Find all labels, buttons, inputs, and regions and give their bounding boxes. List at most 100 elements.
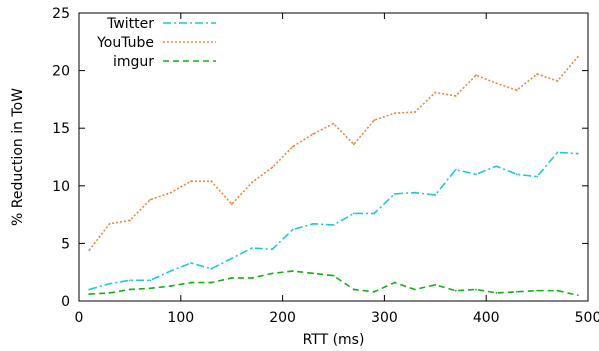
data-point-twitter xyxy=(108,282,111,285)
data-point-twitter xyxy=(149,279,152,282)
legend: Twitter YouTube imgur xyxy=(96,16,216,70)
data-point-youtube xyxy=(352,143,355,146)
y-tick-label: 0 xyxy=(61,294,70,310)
data-point-imgur xyxy=(414,288,416,291)
y-tick-label: 5 xyxy=(61,236,70,252)
data-point-youtube xyxy=(88,249,91,252)
data-point-imgur xyxy=(129,288,131,291)
data-point-twitter xyxy=(454,168,457,171)
data-point-youtube xyxy=(251,181,253,184)
data-point-imgur xyxy=(271,272,274,275)
data-point-imgur xyxy=(352,288,355,291)
x-tick-label: 200 xyxy=(269,310,296,326)
x-axis-label: RTT (ms) xyxy=(303,332,365,348)
x-tick-label: 500 xyxy=(575,310,599,326)
data-point-twitter xyxy=(556,151,559,154)
plot-area xyxy=(78,12,589,302)
data-point-twitter xyxy=(190,262,192,264)
data-point-imgur xyxy=(454,289,457,292)
data-point-twitter xyxy=(230,257,233,260)
data-point-twitter xyxy=(434,194,437,196)
data-point-imgur xyxy=(312,272,315,275)
data-point-youtube xyxy=(210,180,213,183)
x-tick-label: 0 xyxy=(75,310,84,326)
y-tick-label: 15 xyxy=(52,121,70,137)
data-point-youtube xyxy=(515,89,518,92)
legend-label-youtube: YouTube xyxy=(96,35,154,51)
data-point-imgur xyxy=(169,285,172,287)
data-point-imgur xyxy=(88,293,91,295)
data-point-twitter xyxy=(352,212,355,215)
data-point-twitter xyxy=(312,222,315,225)
data-point-youtube xyxy=(393,112,396,115)
data-point-youtube xyxy=(190,180,192,183)
axis-ticks: 0 100 200 300 400 500 0 5 10 15 20 25 xyxy=(52,6,599,326)
data-point-twitter xyxy=(251,247,253,249)
data-point-imgur xyxy=(332,274,335,277)
y-tick-label: 25 xyxy=(52,6,70,22)
legend-label-imgur: imgur xyxy=(113,54,154,70)
data-point-imgur xyxy=(149,287,152,290)
y-tick-label: 20 xyxy=(52,64,70,80)
data-point-twitter xyxy=(210,267,213,270)
data-point-imgur xyxy=(495,292,498,294)
data-point-youtube xyxy=(230,203,233,206)
data-point-twitter xyxy=(576,152,579,155)
data-point-youtube xyxy=(129,219,131,222)
y-axis-label: % Reduction in ToW xyxy=(10,88,26,226)
data-point-twitter xyxy=(129,279,131,282)
data-point-imgur xyxy=(230,277,233,279)
x-tick-label: 100 xyxy=(167,310,194,326)
data-point-imgur xyxy=(210,281,213,284)
x-tick-label: 300 xyxy=(371,310,398,326)
data-point-youtube xyxy=(108,222,111,225)
data-point-imgur xyxy=(291,270,294,272)
data-point-youtube xyxy=(536,73,538,75)
series-layer xyxy=(88,55,579,297)
data-point-twitter xyxy=(271,248,274,251)
series-line-youtube xyxy=(88,56,579,251)
data-point-youtube xyxy=(434,91,437,94)
data-point-imgur xyxy=(434,283,437,286)
data-point-twitter xyxy=(332,224,335,226)
data-point-twitter xyxy=(414,191,416,194)
data-point-twitter xyxy=(515,173,518,176)
data-point-youtube xyxy=(149,198,152,201)
data-point-youtube xyxy=(271,166,274,169)
data-point-youtube xyxy=(576,55,579,58)
data-point-imgur xyxy=(475,288,477,291)
legend-label-twitter: Twitter xyxy=(106,16,154,32)
data-point-imgur xyxy=(108,292,111,294)
x-tick-label: 400 xyxy=(473,310,500,326)
data-point-youtube xyxy=(373,119,376,122)
data-point-youtube xyxy=(169,191,172,194)
data-point-imgur xyxy=(576,294,579,297)
data-point-twitter xyxy=(169,270,172,272)
data-point-imgur xyxy=(515,290,518,293)
y-tick-label: 10 xyxy=(52,179,70,195)
data-point-youtube xyxy=(414,111,416,113)
data-point-imgur xyxy=(190,281,192,284)
data-point-imgur xyxy=(251,277,253,279)
data-point-imgur xyxy=(393,281,396,284)
data-point-imgur xyxy=(536,289,538,292)
data-point-twitter xyxy=(393,192,396,195)
data-point-youtube xyxy=(332,122,335,125)
data-point-youtube xyxy=(556,80,559,82)
plot-frame xyxy=(78,12,589,302)
data-point-twitter xyxy=(495,165,498,168)
data-point-imgur xyxy=(373,290,376,293)
data-point-youtube xyxy=(475,74,477,77)
data-point-twitter xyxy=(475,173,477,176)
data-point-twitter xyxy=(88,288,91,291)
data-point-twitter xyxy=(373,212,376,215)
data-point-twitter xyxy=(291,228,294,231)
data-point-youtube xyxy=(495,82,498,85)
data-point-youtube xyxy=(312,133,315,135)
data-point-youtube xyxy=(454,95,457,97)
data-point-youtube xyxy=(291,145,294,148)
series-line-twitter xyxy=(88,151,578,291)
data-point-twitter xyxy=(536,175,538,178)
data-point-imgur xyxy=(556,289,559,292)
